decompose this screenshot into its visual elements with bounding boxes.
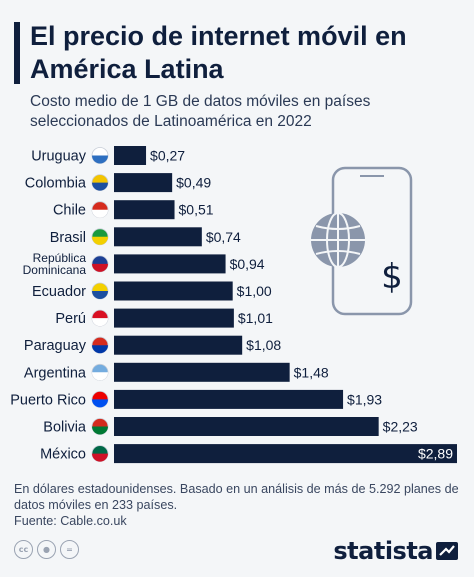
category-label-colombia: Colombia (25, 176, 87, 192)
category-label-ecuador: Ecuador (32, 284, 86, 300)
statista-mark-icon (436, 542, 458, 560)
bar-paraguay (114, 335, 243, 355)
flag-bolivia-icon (91, 418, 109, 435)
bar-argentina (114, 362, 290, 382)
bar-republica-dominicana (114, 254, 226, 274)
category-label-uruguay: Uruguay (31, 149, 87, 165)
bar-uruguay (114, 146, 147, 165)
page-title: El precio de internet móvil en América L… (30, 21, 407, 84)
value-label-bolivia: $2,23 (383, 419, 418, 435)
person-icon: ● (37, 540, 56, 559)
value-label-ecuador: $1,00 (237, 283, 272, 299)
category-label-bolivia: Bolivia (43, 420, 87, 436)
category-label-argentina: Argentina (24, 365, 87, 381)
smartphone-globe-dollar-icon: $ (311, 166, 413, 316)
bar-colombia (114, 173, 173, 193)
flag-argentina-icon (91, 363, 109, 381)
footnote: En dólares estadounidenses. Basado en un… (14, 481, 464, 529)
chart-note: En dólares estadounidenses. Basado en un… (14, 482, 459, 512)
flag-brasil-icon (91, 228, 109, 246)
title-accent-bar (14, 22, 20, 84)
value-label-argentina: $1,48 (294, 364, 329, 380)
value-label-colombia: $0,49 (176, 175, 211, 191)
page-subtitle: Costo medio de 1 GB de datos móviles en … (30, 93, 371, 130)
value-label-uruguay: $0,27 (150, 148, 185, 164)
category-label-paraguay: Paraguay (24, 338, 87, 354)
no-derivatives-icon: = (60, 540, 79, 559)
source-line: Fuente: Cable.co.uk (14, 514, 127, 528)
cc-icon: cc (14, 540, 33, 559)
category-label-mexico: México (40, 447, 86, 463)
value-label-mexico: $2,89 (418, 446, 453, 462)
flag-colombia-icon (91, 174, 109, 191)
bar-peru (114, 308, 234, 328)
flag-chile-icon (91, 201, 109, 219)
value-label-paraguay: $1,08 (246, 337, 281, 353)
category-label-peru: Perú (55, 311, 86, 327)
bar-brasil (114, 227, 202, 247)
value-label-peru: $1,01 (238, 310, 273, 326)
flag-uruguay-icon (91, 147, 109, 164)
category-label-puerto-rico: Puerto Rico (10, 392, 86, 408)
license-icons: cc ● = (14, 540, 79, 559)
value-label-republica-dominicana: $0,94 (230, 256, 265, 272)
flag-puerto-rico-icon (91, 390, 109, 408)
category-label-republica-dominicana: República Dominicana (23, 251, 87, 277)
bar-mexico (114, 444, 457, 464)
bar-chile (114, 200, 175, 220)
flag-mexico-icon (91, 445, 109, 463)
flag-republica-dominicana-icon (91, 255, 109, 273)
category-label-chile: Chile (53, 203, 86, 219)
bar-chart: $ Uruguay $0,27 Colombia $0,49 Chile $0,51 Bra… (10, 146, 457, 464)
statista-logo[interactable]: statista (333, 537, 458, 565)
category-label-brasil: Brasil (50, 230, 86, 246)
flag-peru-icon (91, 309, 109, 327)
value-label-puerto-rico: $1,93 (347, 391, 382, 407)
bar-bolivia (114, 417, 379, 436)
bar-ecuador (114, 281, 233, 301)
bar-puerto-rico (114, 389, 344, 409)
flag-paraguay-icon (91, 336, 109, 354)
flag-ecuador-icon (91, 282, 109, 300)
value-label-brasil: $0,74 (206, 229, 241, 245)
svg-text:$: $ (381, 257, 403, 297)
brand-name: statista (333, 537, 433, 565)
value-label-chile: $0,51 (179, 202, 214, 218)
